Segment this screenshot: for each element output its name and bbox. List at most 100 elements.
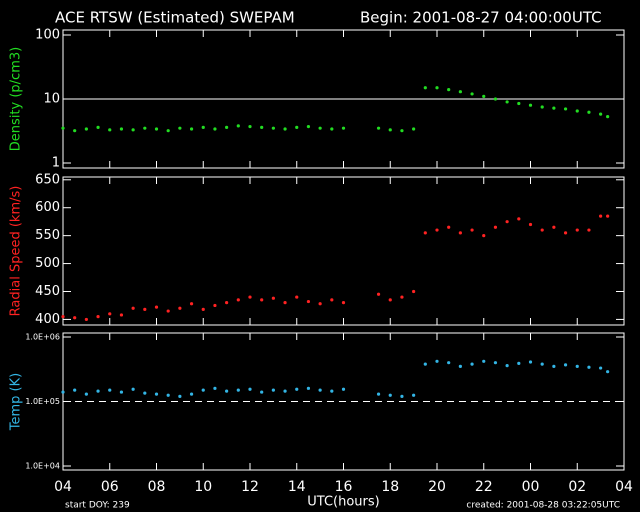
x-tick-label: 22: [475, 479, 493, 495]
data-point: [236, 124, 240, 128]
data-point: [447, 361, 451, 365]
data-point: [540, 105, 544, 109]
data-point: [119, 390, 124, 394]
data-point: [388, 393, 392, 397]
y-tick-label: 1: [52, 156, 60, 171]
data-point: [412, 289, 416, 294]
data-point: [283, 127, 287, 131]
data-point: [271, 126, 275, 130]
x-tick-label: 14: [288, 479, 306, 495]
data-point: [470, 362, 474, 366]
data-point: [154, 392, 159, 396]
data-point: [61, 315, 65, 319]
data-point: [236, 388, 240, 392]
data-point: [376, 292, 381, 296]
data-point: [154, 127, 159, 131]
data-point: [178, 306, 182, 310]
data-point: [213, 127, 217, 131]
data-point: [96, 125, 100, 129]
data-point: [108, 128, 112, 132]
data-point: [248, 295, 252, 299]
data-point: [482, 94, 486, 98]
x-axis-label: UTC(hours): [307, 495, 379, 510]
data-point: [84, 392, 88, 396]
x-tick-label: 00: [522, 479, 540, 495]
y-axis-label: Temp (K): [9, 373, 24, 431]
data-point: [423, 362, 427, 366]
data-point: [189, 302, 194, 306]
data-point: [295, 125, 299, 129]
data-point: [318, 388, 322, 392]
data-point: [330, 127, 334, 131]
data-point: [260, 298, 264, 302]
data-point: [552, 106, 556, 110]
data-point: [575, 228, 579, 232]
data-point: [587, 365, 591, 369]
data-point: [575, 364, 579, 369]
data-point: [552, 225, 556, 229]
data-point: [505, 100, 509, 104]
data-point: [587, 110, 591, 114]
data-point: [306, 386, 311, 390]
data-point: [225, 301, 229, 305]
data-point: [283, 389, 287, 393]
data-point: [119, 127, 124, 131]
x-tick-label: 12: [241, 479, 259, 495]
data-point: [131, 128, 135, 132]
data-point: [143, 307, 147, 311]
data-point: [435, 228, 439, 232]
data-point: [166, 393, 170, 397]
data-point: [330, 298, 334, 302]
data-point: [96, 315, 100, 319]
x-tick-label: 18: [381, 479, 399, 495]
data-point: [213, 303, 217, 308]
data-point: [84, 127, 88, 131]
data-point: [376, 392, 381, 396]
data-point: [260, 125, 264, 129]
data-point: [73, 129, 77, 133]
x-tick-label: 08: [148, 479, 166, 495]
data-point: [587, 228, 591, 232]
data-point: [470, 92, 474, 96]
data-point: [517, 101, 521, 106]
data-point: [458, 90, 462, 94]
data-point: [599, 366, 603, 370]
data-point: [143, 126, 147, 130]
y-tick-label: 1.0E+06: [25, 333, 60, 342]
x-tick-label: 20: [428, 479, 446, 495]
data-point: [96, 389, 100, 393]
y-tick-label: 1.0E+05: [25, 397, 60, 406]
data-point: [412, 127, 416, 131]
data-point: [318, 302, 322, 306]
y-tick-label: 1.0E+04: [25, 462, 60, 471]
data-point: [84, 317, 88, 322]
data-point: [73, 388, 77, 392]
data-point: [178, 126, 182, 130]
x-tick-label: 02: [568, 479, 586, 495]
data-point: [447, 88, 451, 92]
x-tick-label: 04: [54, 479, 72, 495]
data-point: [341, 301, 346, 305]
data-point: [599, 214, 603, 218]
data-point: [563, 107, 568, 111]
data-point: [236, 298, 240, 302]
data-point: [606, 115, 610, 119]
data-point: [108, 312, 112, 316]
data-point: [528, 360, 533, 364]
data-point: [517, 361, 521, 365]
data-point: [248, 125, 252, 129]
data-point: [318, 126, 322, 130]
data-point: [306, 125, 311, 129]
data-point: [306, 299, 311, 304]
data-point: [61, 126, 65, 130]
data-point: [400, 295, 404, 299]
data-point: [400, 129, 404, 133]
data-point: [528, 222, 533, 227]
data-point: [166, 309, 170, 313]
y-tick-label: 10: [43, 92, 60, 107]
begin-time: Begin: 2001-08-27 04:00:00UTC: [360, 9, 602, 27]
y-tick-label: 500: [35, 256, 60, 271]
data-point: [341, 387, 346, 391]
